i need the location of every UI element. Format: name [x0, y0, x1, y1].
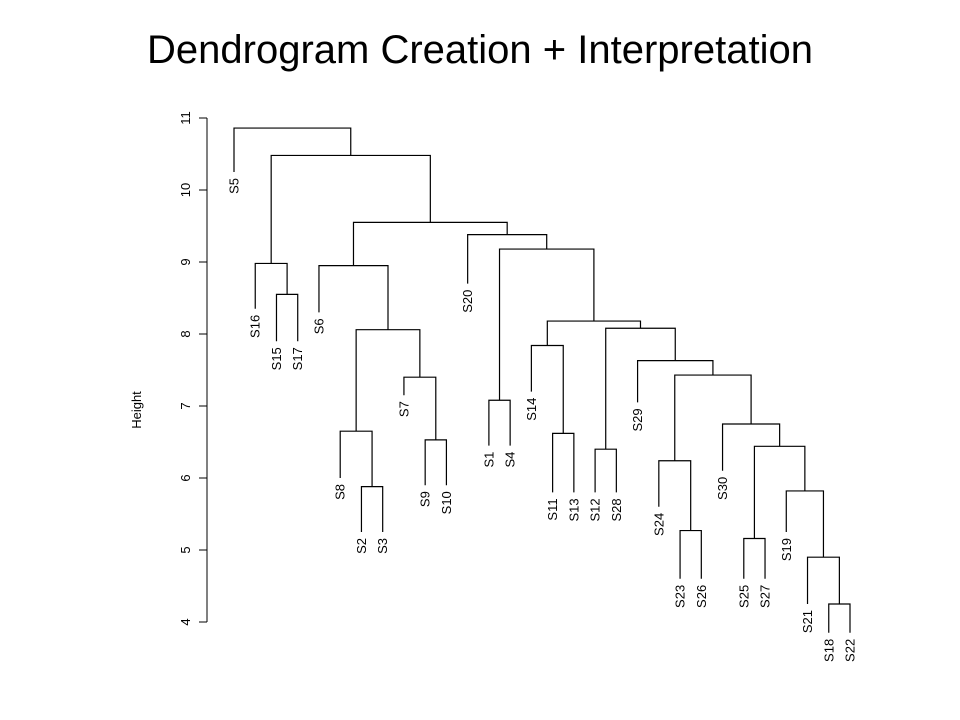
- leaf-label: S1: [481, 452, 496, 468]
- merge-link: [424, 439, 448, 486]
- y-tick-label: 5: [178, 546, 193, 553]
- merge-link: [546, 320, 642, 346]
- merge-link: [594, 448, 617, 493]
- leaf-label: S22: [843, 639, 858, 662]
- leaf-label: S20: [460, 290, 475, 313]
- leaf-label: S6: [311, 318, 326, 334]
- y-tick-label: 11: [178, 111, 193, 125]
- merge-link: [254, 262, 288, 309]
- y-tick-label: 10: [178, 183, 193, 197]
- merge-link: [743, 537, 766, 579]
- leaf-label: S21: [800, 610, 815, 633]
- y-tick-label: 9: [178, 258, 193, 265]
- merge-link: [318, 265, 389, 330]
- merge-link: [674, 374, 752, 461]
- leaf-label: S26: [694, 585, 709, 608]
- dendrogram-tree: [233, 127, 851, 633]
- y-axis-label: Height: [129, 391, 144, 429]
- merge-link: [552, 432, 575, 493]
- merge-link: [270, 154, 431, 264]
- y-axis: 4 5 6 7 8 9 10 11: [178, 111, 208, 626]
- merge-link: [360, 486, 384, 532]
- merge-link: [806, 556, 840, 604]
- leaf-label: S18: [821, 639, 836, 662]
- leaf-label: S8: [333, 484, 348, 500]
- merge-link: [753, 445, 806, 539]
- leaf-label: S9: [418, 491, 433, 507]
- leaf-label: S13: [566, 498, 581, 521]
- y-tick-label: 8: [178, 330, 193, 337]
- leaf-label: S30: [715, 477, 730, 500]
- merge-link: [467, 234, 548, 284]
- y-tick-label: 7: [178, 402, 193, 409]
- merge-link: [721, 423, 781, 471]
- leaf-label: S16: [248, 315, 263, 338]
- merge-link: [233, 127, 352, 172]
- leaf-label: S23: [673, 585, 688, 608]
- leaf-label: S12: [588, 498, 603, 521]
- merge-link: [828, 603, 851, 633]
- merge-link: [498, 248, 595, 401]
- y-tick-label: 6: [178, 474, 193, 481]
- leaf-label: S4: [503, 452, 518, 468]
- leaf-label: S2: [354, 538, 369, 554]
- merge-link: [352, 221, 508, 266]
- merge-link: [339, 430, 373, 487]
- leaf-labels: S5 S16 S15 S17 S6 S8 S2 S3 S7 S9 S10 S20 S1 S4 S14 S11 S…: [227, 178, 858, 662]
- merge-link: [488, 399, 511, 446]
- leaf-label: S29: [630, 408, 645, 431]
- leaf-label: S5: [227, 178, 242, 194]
- merge-link: [679, 529, 702, 579]
- leaf-label: S24: [651, 513, 666, 536]
- y-tick-label: 4: [178, 618, 193, 625]
- leaf-label: S15: [269, 347, 284, 370]
- merge-link: [275, 293, 299, 342]
- leaf-label: S10: [439, 491, 454, 514]
- slide-title: Dendrogram Creation + Interpretation: [147, 28, 813, 72]
- leaf-label: S17: [290, 347, 305, 370]
- leaf-label: S28: [609, 498, 624, 521]
- leaf-label: S19: [779, 538, 794, 561]
- leaf-label: S25: [736, 585, 751, 608]
- leaf-label: S27: [758, 585, 773, 608]
- leaf-label: S11: [545, 498, 560, 520]
- leaf-label: S3: [375, 538, 390, 554]
- leaf-label: S14: [524, 398, 539, 421]
- leaf-label: S7: [396, 401, 411, 417]
